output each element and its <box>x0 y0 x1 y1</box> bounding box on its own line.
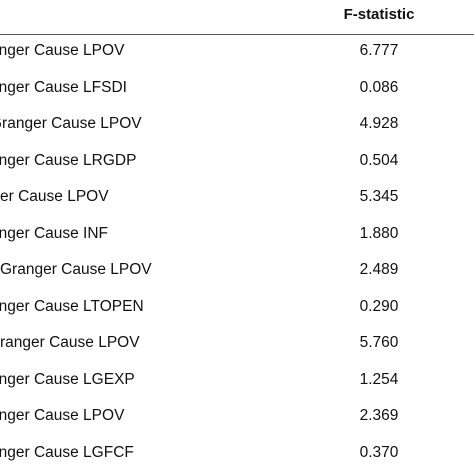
f-statistic-cell: 0.370 <box>359 443 399 461</box>
f-statistic-cell: 5.345 <box>359 188 399 205</box>
hypothesis-cell: ranger Cause LPOV <box>0 334 140 351</box>
hypothesis-cell: er Cause LPOV <box>0 188 109 205</box>
table-row: anger Cause LGEXP 1.254 <box>0 364 474 401</box>
hypothesis-cell: anger Cause LGFCF <box>0 443 134 461</box>
table-row: Granger Cause LPOV 4.928 <box>0 108 474 145</box>
f-statistic-cell: 0.504 <box>359 151 399 169</box>
f-statistic-header: F-statistic <box>343 6 415 23</box>
f-statistic-cell: 1.880 <box>359 224 399 242</box>
table-row: anger Cause LFSDI 0.086 <box>0 72 474 109</box>
table-row: Granger Cause LPOV 2.489 <box>0 254 474 291</box>
table-row: ranger Cause LPOV 5.760 <box>0 327 474 364</box>
hypothesis-cell: Granger Cause LPOV <box>0 115 142 132</box>
table-row: anger Cause LTOPEN 0.290 <box>0 291 474 328</box>
table-header-row: F-statistic <box>0 0 474 34</box>
hypothesis-cell: Granger Cause LPOV <box>0 261 152 278</box>
f-statistic-cell: 6.777 <box>359 42 399 59</box>
f-statistic-cell: 2.369 <box>359 407 399 424</box>
table-row: anger Cause LRGDP 0.504 <box>0 145 474 182</box>
hypothesis-cell: anger Cause LRGDP <box>0 151 137 169</box>
header-divider <box>0 34 474 35</box>
f-statistic-cell: 1.254 <box>359 370 399 388</box>
table-body: anger Cause LPOV 6.777 anger Cause LFSDI… <box>0 35 474 473</box>
f-statistic-cell: 2.489 <box>359 261 399 278</box>
hypothesis-cell: anger Cause LTOPEN <box>0 297 144 315</box>
table-row: er Cause LPOV 5.345 <box>0 181 474 218</box>
table-row: anger Cause LPOV 2.369 <box>0 400 474 437</box>
hypothesis-cell: anger Cause LPOV <box>0 407 125 424</box>
f-statistic-cell: 0.086 <box>359 78 399 96</box>
hypothesis-cell: anger Cause LFSDI <box>0 78 127 96</box>
table-row: anger Cause INF 1.880 <box>0 218 474 255</box>
hypothesis-cell: anger Cause LPOV <box>0 42 125 59</box>
f-statistic-cell: 4.928 <box>359 115 399 132</box>
hypothesis-cell: anger Cause INF <box>0 224 109 242</box>
table-row: anger Cause LGFCF 0.370 <box>0 437 474 474</box>
hypothesis-cell: anger Cause LGEXP <box>0 370 135 388</box>
f-statistic-cell: 0.290 <box>359 297 399 315</box>
table-row: anger Cause LPOV 6.777 <box>0 35 474 72</box>
f-statistic-cell: 5.760 <box>359 334 399 351</box>
